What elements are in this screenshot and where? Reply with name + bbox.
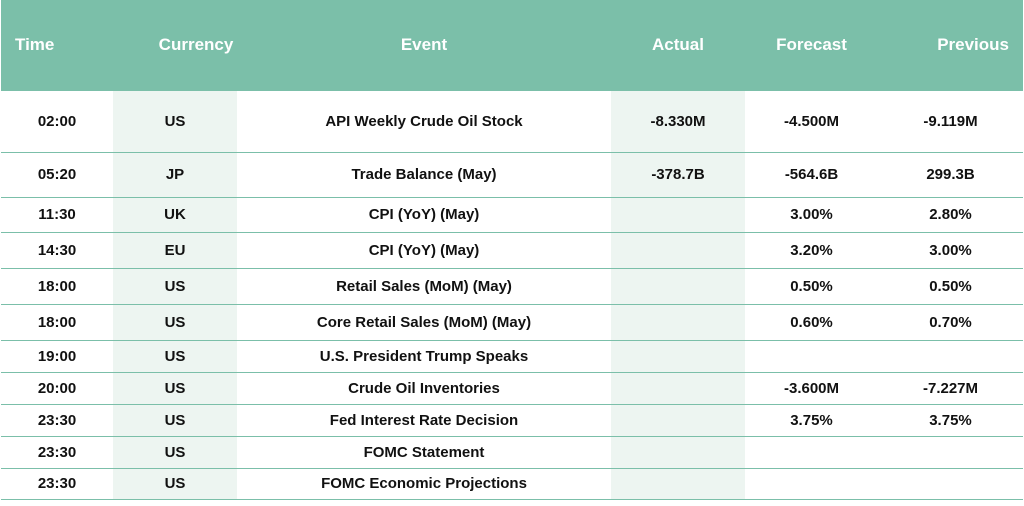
- cell-event: U.S. President Trump Speaks: [237, 339, 611, 372]
- cell-forecast: 0.50%: [745, 267, 878, 304]
- cell-time: 11:30: [1, 196, 113, 232]
- table-row: 14:30 EU CPI (YoY) (May) 3.20% 3.00%: [1, 231, 1023, 268]
- header-previous: Previous: [937, 34, 1009, 54]
- header-currency: Currency: [158, 34, 234, 54]
- table-row: 18:00 US Core Retail Sales (MoM) (May) 0…: [1, 303, 1023, 340]
- cell-actual: [611, 267, 745, 304]
- cell-previous: [878, 435, 1023, 468]
- cell-currency: JP: [113, 151, 237, 197]
- table-row: 02:00 US API Weekly Crude Oil Stock -8.3…: [1, 89, 1023, 152]
- cell-previous: 299.3B: [878, 151, 1023, 197]
- cell-actual: [611, 303, 745, 340]
- cell-time: 20:00: [1, 371, 113, 404]
- cell-time: 05:20: [1, 151, 113, 197]
- cell-previous: 0.70%: [878, 303, 1023, 340]
- cell-actual: [611, 371, 745, 404]
- cell-previous: [878, 339, 1023, 372]
- table-row: 23:30 US Fed Interest Rate Decision 3.75…: [1, 403, 1023, 436]
- cell-previous: 3.00%: [878, 231, 1023, 268]
- cell-actual: [611, 231, 745, 268]
- cell-previous: -9.119M: [878, 89, 1023, 152]
- cell-forecast: 3.75%: [745, 403, 878, 436]
- table-row: 23:30 US FOMC Economic Projections: [1, 467, 1023, 500]
- cell-actual: -378.7B: [611, 151, 745, 197]
- cell-event: Core Retail Sales (MoM) (May): [237, 303, 611, 340]
- cell-forecast: -4.500M: [745, 89, 878, 152]
- table-row: 11:30 UK CPI (YoY) (May) 3.00% 2.80%: [1, 196, 1023, 232]
- cell-forecast: 0.60%: [745, 303, 878, 340]
- cell-actual: [611, 196, 745, 232]
- table-row: 18:00 US Retail Sales (MoM) (May) 0.50% …: [1, 267, 1023, 304]
- cell-previous: 0.50%: [878, 267, 1023, 304]
- cell-previous: 2.80%: [878, 196, 1023, 232]
- cell-currency: US: [113, 467, 237, 500]
- table-header: Time Currency Event Actual Forecast Prev…: [1, 0, 1023, 90]
- table-body: 02:00 US API Weekly Crude Oil Stock -8.3…: [1, 89, 1023, 500]
- cell-currency: US: [113, 339, 237, 372]
- cell-time: 02:00: [1, 89, 113, 152]
- cell-event: Trade Balance (May): [237, 151, 611, 197]
- cell-event: FOMC Statement: [237, 435, 611, 468]
- cell-event: Fed Interest Rate Decision: [237, 403, 611, 436]
- cell-time: 23:30: [1, 403, 113, 436]
- cell-currency: EU: [113, 231, 237, 268]
- header-actual: Actual: [652, 34, 704, 54]
- cell-actual: [611, 339, 745, 372]
- cell-currency: UK: [113, 196, 237, 232]
- cell-currency: US: [113, 267, 237, 304]
- cell-currency: US: [113, 89, 237, 152]
- cell-event: CPI (YoY) (May): [237, 196, 611, 232]
- cell-event: Crude Oil Inventories: [237, 371, 611, 404]
- table-row: 23:30 US FOMC Statement: [1, 435, 1023, 468]
- cell-currency: US: [113, 403, 237, 436]
- cell-forecast: [745, 467, 878, 500]
- cell-actual: [611, 435, 745, 468]
- cell-forecast: -564.6B: [745, 151, 878, 197]
- cell-time: 14:30: [1, 231, 113, 268]
- cell-event: Retail Sales (MoM) (May): [237, 267, 611, 304]
- cell-event: API Weekly Crude Oil Stock: [237, 89, 611, 152]
- cell-currency: US: [113, 303, 237, 340]
- cell-forecast: 3.20%: [745, 231, 878, 268]
- cell-forecast: [745, 435, 878, 468]
- cell-currency: US: [113, 371, 237, 404]
- header-row: Time Currency Event Actual Forecast Prev…: [1, 0, 1023, 90]
- header-event: Event: [400, 34, 448, 54]
- cell-time: 23:30: [1, 467, 113, 500]
- header-time: Time: [15, 34, 55, 54]
- cell-previous: 3.75%: [878, 403, 1023, 436]
- cell-time: 18:00: [1, 267, 113, 304]
- cell-currency: US: [113, 435, 237, 468]
- cell-time: 23:30: [1, 435, 113, 468]
- cell-previous: -7.227M: [878, 371, 1023, 404]
- cell-forecast: [745, 339, 878, 372]
- cell-forecast: -3.600M: [745, 371, 878, 404]
- cell-event: CPI (YoY) (May): [237, 231, 611, 268]
- table-row: 05:20 JP Trade Balance (May) -378.7B -56…: [1, 151, 1023, 197]
- table-row: 19:00 US U.S. President Trump Speaks: [1, 339, 1023, 372]
- table-row: 20:00 US Crude Oil Inventories -3.600M -…: [1, 371, 1023, 404]
- cell-actual: -8.330M: [611, 89, 745, 152]
- cell-time: 19:00: [1, 339, 113, 372]
- cell-time: 18:00: [1, 303, 113, 340]
- cell-actual: [611, 403, 745, 436]
- cell-previous: [878, 467, 1023, 500]
- cell-event: FOMC Economic Projections: [237, 467, 611, 500]
- cell-actual: [611, 467, 745, 500]
- header-forecast: Forecast: [776, 34, 847, 54]
- cell-forecast: 3.00%: [745, 196, 878, 232]
